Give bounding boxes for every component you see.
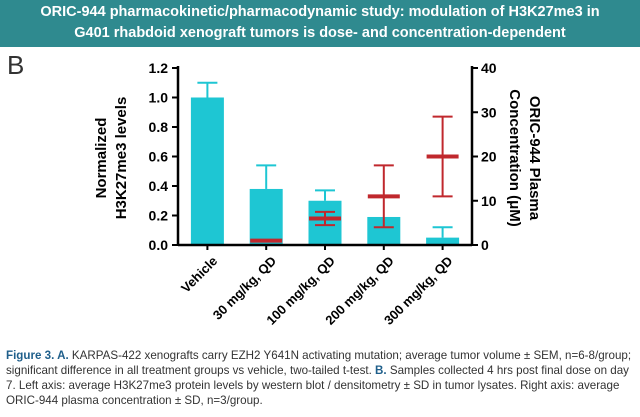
caption-figure-label: Figure 3. A.: [6, 349, 69, 362]
right-tick-label: 40: [481, 60, 497, 76]
header-line-1: ORIC-944 pharmacokinetic/pharmacodynamic…: [40, 4, 600, 20]
figure-caption: Figure 3. A. KARPAS-422 xenografts carry…: [6, 348, 634, 408]
bar: [426, 237, 460, 245]
left-axis-label: Normalized H3K27me3 levels: [93, 97, 130, 220]
pk-pd-chart: Normalized H3K27me3 levels ORIC-944 Plas…: [93, 60, 543, 328]
caption-b-label: B.: [375, 364, 387, 377]
left-tick-label: 0.0: [149, 237, 169, 253]
left-tick-label: 0.4: [149, 178, 169, 194]
caption-part-b: Samples collected 4 hrs post final dose …: [6, 364, 629, 407]
right-axis-label-line2: Concentration (μM): [506, 89, 523, 227]
bar: [190, 97, 224, 245]
left-axis-label-line2: H3K27me3 levels: [113, 97, 130, 220]
left-axis-label-line1: Normalized: [93, 118, 110, 199]
right-axis-label: ORIC-944 Plasma Concentration (μM): [506, 89, 543, 227]
panel-letter: B: [7, 50, 25, 80]
right-tick-label: 0: [481, 237, 489, 253]
left-tick-label: 1.2: [149, 60, 169, 76]
left-tick-label: 0.6: [149, 149, 169, 165]
caption-part-a: KARPAS-422 xenografts carry EZH2 Y641N a…: [6, 349, 632, 377]
bar: [249, 188, 283, 245]
figure-header: ORIC-944 pharmacokinetic/pharmacodynamic…: [0, 0, 640, 47]
right-tick-label: 20: [481, 149, 497, 165]
left-tick-label: 1.0: [149, 90, 169, 106]
right-tick-label: 30: [481, 104, 497, 120]
left-tick-label: 0.8: [149, 119, 169, 135]
right-axis-label-line1: ORIC-944 Plasma: [526, 96, 543, 221]
right-tick-label: 10: [481, 193, 497, 209]
left-tick-label: 0.2: [149, 208, 169, 224]
category-label: Vehicle: [178, 253, 220, 295]
header-line-2: G401 rhabdoid xenograft tumors is dose- …: [74, 25, 566, 41]
